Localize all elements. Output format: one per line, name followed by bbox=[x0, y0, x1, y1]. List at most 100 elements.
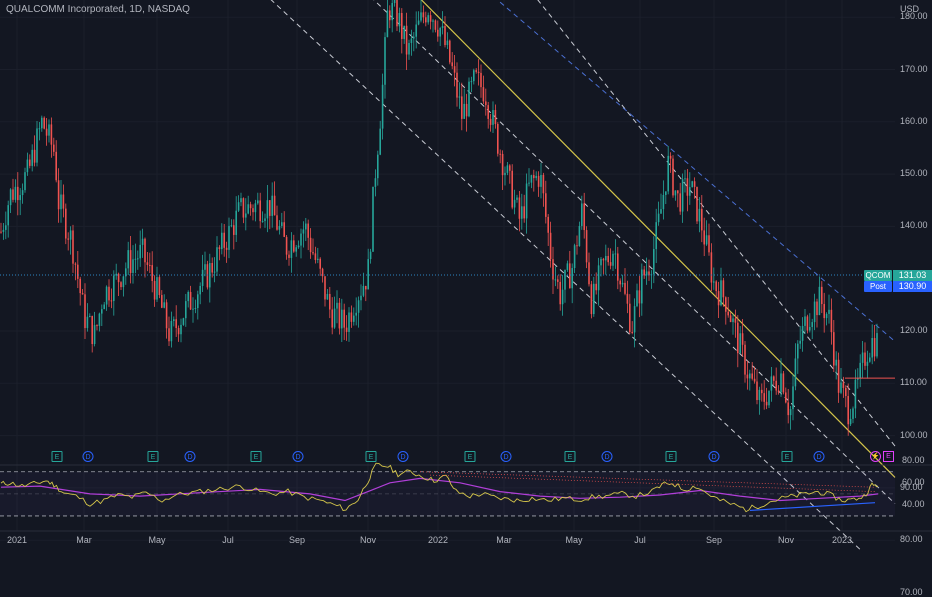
candle-body bbox=[609, 262, 612, 266]
candle-body bbox=[693, 181, 696, 187]
candle-body bbox=[65, 208, 67, 239]
candle-body bbox=[230, 225, 233, 227]
candle-body bbox=[158, 277, 161, 296]
candle-body bbox=[794, 358, 797, 387]
rsi-line bbox=[0, 462, 879, 513]
candle-body bbox=[497, 123, 499, 154]
candle-body bbox=[648, 271, 650, 276]
time-axis-label: Jul bbox=[222, 535, 234, 545]
candle-body bbox=[422, 12, 425, 18]
candle-body bbox=[415, 24, 417, 37]
candle-body bbox=[684, 178, 686, 180]
split-flag-icon[interactable]: ⚡ bbox=[870, 451, 881, 462]
candle-body bbox=[804, 316, 806, 326]
candle-body bbox=[403, 25, 405, 39]
candle-body bbox=[866, 361, 869, 366]
candle-body bbox=[425, 17, 427, 23]
dividend-event-icon[interactable]: D bbox=[813, 451, 825, 462]
earnings-event-icon[interactable]: E bbox=[250, 451, 262, 462]
earnings-event-icon[interactable]: E bbox=[365, 451, 377, 462]
candle-body bbox=[38, 128, 41, 130]
earnings-event-icon[interactable]: E bbox=[51, 451, 63, 462]
candle-body bbox=[713, 281, 715, 283]
candle-body bbox=[372, 186, 374, 252]
candle-body bbox=[168, 328, 170, 342]
candle-body bbox=[91, 315, 93, 345]
earnings-event-icon[interactable]: E bbox=[147, 451, 159, 462]
time-axis-label: 2022 bbox=[427, 535, 449, 545]
candle-body bbox=[122, 276, 125, 288]
candle-body bbox=[237, 202, 240, 211]
candle-body bbox=[14, 186, 17, 200]
symbol-title[interactable]: QUALCOMM Incorporated, 1D, NASDAQ bbox=[6, 4, 190, 15]
candle-body bbox=[192, 308, 194, 310]
time-axis-label: Nov bbox=[359, 535, 377, 545]
candle-body bbox=[845, 387, 847, 397]
candle-body bbox=[869, 357, 871, 362]
candle-body bbox=[264, 218, 266, 222]
candle-body bbox=[156, 277, 158, 300]
earnings-event-icon[interactable]: E bbox=[564, 451, 576, 462]
candle-body bbox=[194, 308, 197, 310]
time-axis-label: 2021 bbox=[6, 535, 28, 545]
dividend-event-icon[interactable]: D bbox=[708, 451, 720, 462]
dividend-event-icon[interactable]: D bbox=[500, 451, 512, 462]
candle-body bbox=[149, 264, 151, 266]
candle-body bbox=[146, 262, 149, 265]
candle-body bbox=[816, 301, 818, 316]
candle-body bbox=[204, 264, 206, 270]
rsi-axis-tick: 60.00 bbox=[902, 476, 925, 487]
candle-body bbox=[206, 264, 209, 288]
candle-body bbox=[691, 181, 693, 188]
candle-body bbox=[350, 312, 353, 322]
earnings-event-icon[interactable]: E bbox=[464, 451, 476, 462]
candle-body bbox=[173, 319, 175, 321]
candle-body bbox=[854, 379, 857, 409]
dividend-event-icon[interactable]: D bbox=[601, 451, 613, 462]
candle-body bbox=[36, 128, 38, 163]
earnings-flag-icon[interactable]: E bbox=[883, 451, 894, 462]
candle-body bbox=[50, 124, 53, 145]
earnings-event-icon[interactable]: E bbox=[781, 451, 793, 462]
candle-body bbox=[720, 280, 722, 306]
candle-body bbox=[5, 225, 7, 230]
dividend-event-icon[interactable]: D bbox=[292, 451, 304, 462]
dividend-event-icon[interactable]: D bbox=[397, 451, 409, 462]
candle-body bbox=[77, 264, 79, 279]
candle-body bbox=[787, 402, 789, 416]
candle-body bbox=[729, 315, 732, 323]
candle-body bbox=[288, 254, 290, 258]
candle-body bbox=[540, 174, 542, 187]
candle-body bbox=[209, 263, 211, 288]
candle-body bbox=[233, 225, 235, 235]
candle-body bbox=[494, 110, 497, 124]
price-axis-tick: 170.00 bbox=[900, 63, 928, 74]
candle-body bbox=[336, 302, 338, 309]
candle-body bbox=[849, 418, 852, 425]
regression-channel[interactable] bbox=[60, 0, 896, 550]
candle-body bbox=[228, 225, 230, 250]
price-axis-tick: 80.00 bbox=[900, 534, 923, 545]
earnings-event-icon[interactable]: E bbox=[665, 451, 677, 462]
channel-inner-lower-dashed-line bbox=[373, 0, 896, 504]
candle-body bbox=[379, 128, 381, 155]
candle-body bbox=[681, 179, 684, 212]
candle-body bbox=[355, 312, 357, 316]
candle-body bbox=[444, 26, 446, 46]
candle-body bbox=[218, 247, 221, 250]
price-chart-canvas[interactable] bbox=[0, 0, 932, 550]
candle-body bbox=[813, 301, 816, 323]
candle-body bbox=[705, 235, 708, 245]
candlestick-series bbox=[0, 0, 878, 436]
dividend-event-icon[interactable]: D bbox=[82, 451, 94, 462]
candle-body bbox=[696, 186, 698, 222]
candle-body bbox=[830, 309, 833, 333]
candle-body bbox=[473, 70, 475, 82]
dividend-event-icon[interactable]: D bbox=[184, 451, 196, 462]
candle-body bbox=[266, 200, 269, 219]
candle-body bbox=[57, 180, 60, 210]
candle-body bbox=[775, 380, 777, 391]
candle-body bbox=[21, 190, 24, 196]
candle-body bbox=[187, 291, 189, 302]
time-axis-label: Sep bbox=[705, 535, 723, 545]
